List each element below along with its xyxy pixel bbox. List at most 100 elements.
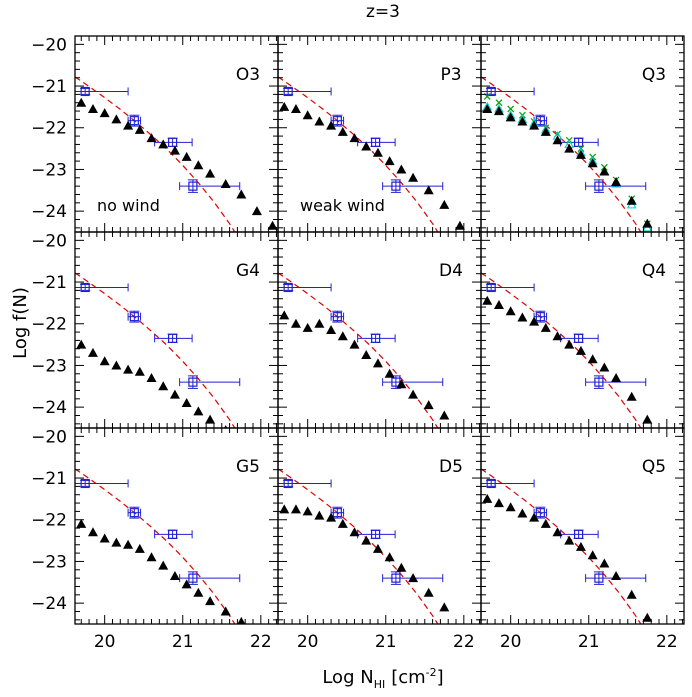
cross-point	[495, 99, 503, 107]
sim-point	[552, 527, 563, 537]
sim-point	[552, 135, 563, 145]
sim-point	[169, 145, 180, 155]
panel-annotation: weak wind	[300, 196, 385, 215]
obs-point	[80, 282, 90, 293]
y-tick-label: −20	[31, 231, 67, 251]
panel-label: G4	[236, 261, 260, 281]
obs-point	[167, 529, 178, 539]
sim-point	[193, 587, 204, 597]
obs-point	[332, 312, 342, 322]
sim-point	[587, 354, 598, 364]
sim-point	[134, 124, 145, 134]
sim-point	[205, 414, 216, 424]
sim-point	[587, 158, 598, 168]
sim-point	[361, 141, 372, 151]
sim-point	[482, 295, 493, 305]
sim-point	[134, 543, 145, 553]
panel-label: D4	[439, 261, 463, 281]
sim-point	[290, 318, 301, 328]
y-tick-label: −24	[31, 202, 67, 222]
sim-point	[314, 116, 325, 126]
sim-point	[205, 168, 216, 178]
sim-point	[408, 172, 419, 182]
fit-curve	[481, 272, 642, 428]
sim-point	[337, 126, 348, 136]
sim-point	[564, 535, 575, 545]
sim-point	[423, 185, 434, 195]
sim-point	[337, 331, 348, 341]
sim-point	[326, 120, 337, 130]
x-axis-label-close: ]	[437, 667, 444, 688]
sim-point	[361, 535, 372, 545]
sim-point	[123, 364, 134, 374]
sim-point	[611, 176, 622, 186]
obs-point	[370, 529, 381, 539]
x-axis-label-main: Log N	[322, 667, 373, 688]
sim-point	[439, 602, 450, 612]
obs-point	[283, 478, 293, 489]
y-tick-label: −22	[31, 315, 67, 335]
y-tick-label: −23	[31, 160, 67, 180]
x-axis-label: Log NHI [cm-2]	[322, 666, 443, 691]
panel-g5: −20 −21 −22 −23 −24 20 21 22 G5	[31, 427, 279, 652]
panel-d5: 20 21 22 D5	[277, 427, 482, 652]
panel-label: Q3	[642, 65, 666, 85]
panel-label: P3	[440, 65, 461, 85]
sim-point	[205, 596, 216, 606]
sim-point	[236, 189, 247, 199]
sim-point	[493, 299, 504, 309]
y-tick-label: −24	[31, 398, 67, 418]
x-tick-label: 22	[453, 632, 475, 652]
x-tick-label: 21	[375, 632, 397, 652]
sim-point	[181, 151, 192, 161]
sim-point	[326, 512, 337, 522]
sim-point	[111, 537, 122, 547]
fit-curve	[75, 468, 236, 624]
x-tick-label: 22	[250, 632, 272, 652]
sim-point	[372, 543, 383, 553]
x-tick-label: 22	[656, 632, 678, 652]
sim-point	[482, 493, 493, 503]
sim-point	[87, 103, 98, 113]
sim-point	[181, 579, 192, 589]
panel-plot-area	[481, 272, 653, 428]
y-tick-label: −21	[31, 77, 67, 97]
sim-point	[599, 166, 610, 176]
sim-point	[564, 143, 575, 153]
sim-point	[76, 97, 87, 107]
panel-label: Q4	[642, 261, 666, 281]
fit-curve	[481, 76, 642, 232]
obs-point	[283, 86, 293, 97]
obs-point	[535, 508, 545, 518]
sim-point	[439, 410, 450, 420]
fit-curve	[278, 272, 439, 428]
sim-point	[302, 110, 313, 120]
sim-point	[626, 195, 637, 205]
sim-point	[517, 312, 528, 322]
obs-point	[80, 478, 90, 489]
sim-point	[529, 120, 540, 130]
sim-point	[611, 372, 622, 382]
sim-point	[642, 218, 653, 228]
sim-point	[423, 587, 434, 597]
y-tick-label: −21	[31, 273, 67, 293]
sim-point	[279, 504, 290, 514]
sim-point	[326, 325, 337, 334]
sim-point	[146, 372, 157, 382]
panel-q3: Q3	[480, 35, 685, 233]
cross-point	[507, 105, 515, 113]
sim-point	[302, 322, 313, 332]
sim-point	[349, 339, 360, 349]
sim-point	[408, 573, 419, 583]
panel-plot-area	[75, 272, 241, 428]
sim-point	[408, 389, 419, 399]
sim-point	[134, 366, 145, 376]
sim-point	[529, 316, 540, 326]
sim-point	[575, 345, 586, 355]
y-tick-label: −21	[31, 469, 67, 489]
sim-point	[302, 506, 313, 516]
y-tick-label: −20	[31, 35, 67, 55]
sim-point	[111, 114, 122, 124]
sim-point	[158, 139, 169, 149]
